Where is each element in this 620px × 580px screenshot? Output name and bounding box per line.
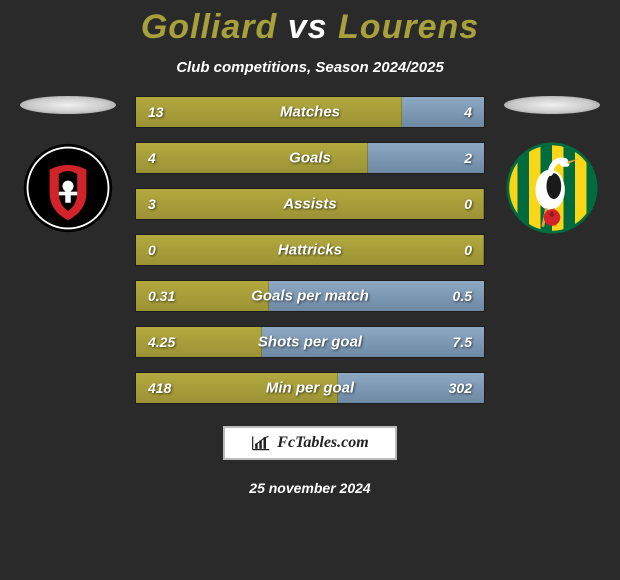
stat-value-right: 2 xyxy=(464,150,472,166)
main-row: 13 4 Matches 4 2 Goals 3 0 Assists 0 0 Hattricks 0.3… xyxy=(0,96,620,404)
stat-value-left: 0 xyxy=(148,242,156,258)
stat-bar: 4 2 Goals xyxy=(135,142,485,174)
stat-value-right: 0.5 xyxy=(453,288,472,304)
left-logo-column xyxy=(13,96,123,234)
stat-value-right: 0 xyxy=(464,242,472,258)
stat-value-left: 4.25 xyxy=(148,334,175,350)
date: 25 november 2024 xyxy=(249,480,370,496)
right-ellipse xyxy=(504,96,600,114)
stat-value-right: 302 xyxy=(449,380,472,396)
stat-label: Min per goal xyxy=(266,380,354,397)
ado-den-haag-logo xyxy=(506,142,598,234)
stat-value-right: 0 xyxy=(464,196,472,212)
stat-value-left: 0.31 xyxy=(148,288,175,304)
stat-bar: 0 0 Hattricks xyxy=(135,234,485,266)
stat-value-right: 7.5 xyxy=(453,334,472,350)
stat-label: Hattricks xyxy=(278,242,342,259)
left-ellipse xyxy=(20,96,116,114)
footer-brand-box: FcTables.com xyxy=(223,426,396,460)
footer-brand-text: FcTables.com xyxy=(277,434,368,452)
right-logo-column xyxy=(497,96,607,234)
stat-label: Matches xyxy=(280,104,340,121)
stat-label: Shots per goal xyxy=(258,334,362,351)
stat-bar: 3 0 Assists xyxy=(135,188,485,220)
stat-bar: 0.31 0.5 Goals per match xyxy=(135,280,485,312)
helmond-sport-logo xyxy=(22,142,114,234)
bar-chart-icon xyxy=(251,434,271,452)
stat-value-left: 3 xyxy=(148,196,156,212)
vs-text: vs xyxy=(288,8,328,46)
stat-bar-left-fill xyxy=(136,143,368,173)
stat-label: Goals xyxy=(289,150,331,167)
player1-name: Golliard xyxy=(141,8,277,46)
subtitle: Club competitions, Season 2024/2025 xyxy=(176,59,444,76)
stat-label: Goals per match xyxy=(251,288,369,305)
stat-value-right: 4 xyxy=(464,104,472,120)
stat-bar: 13 4 Matches xyxy=(135,96,485,128)
comparison-title: Golliard vs Lourens xyxy=(141,8,479,47)
player2-name: Lourens xyxy=(338,8,479,46)
stat-value-left: 418 xyxy=(148,380,171,396)
stat-value-left: 13 xyxy=(148,104,164,120)
stat-bar-left-fill xyxy=(136,97,402,127)
stat-bars: 13 4 Matches 4 2 Goals 3 0 Assists 0 0 Hattricks 0.3… xyxy=(135,96,485,404)
stat-label: Assists xyxy=(283,196,336,213)
stat-bar: 418 302 Min per goal xyxy=(135,372,485,404)
stat-value-left: 4 xyxy=(148,150,156,166)
stat-bar: 4.25 7.5 Shots per goal xyxy=(135,326,485,358)
